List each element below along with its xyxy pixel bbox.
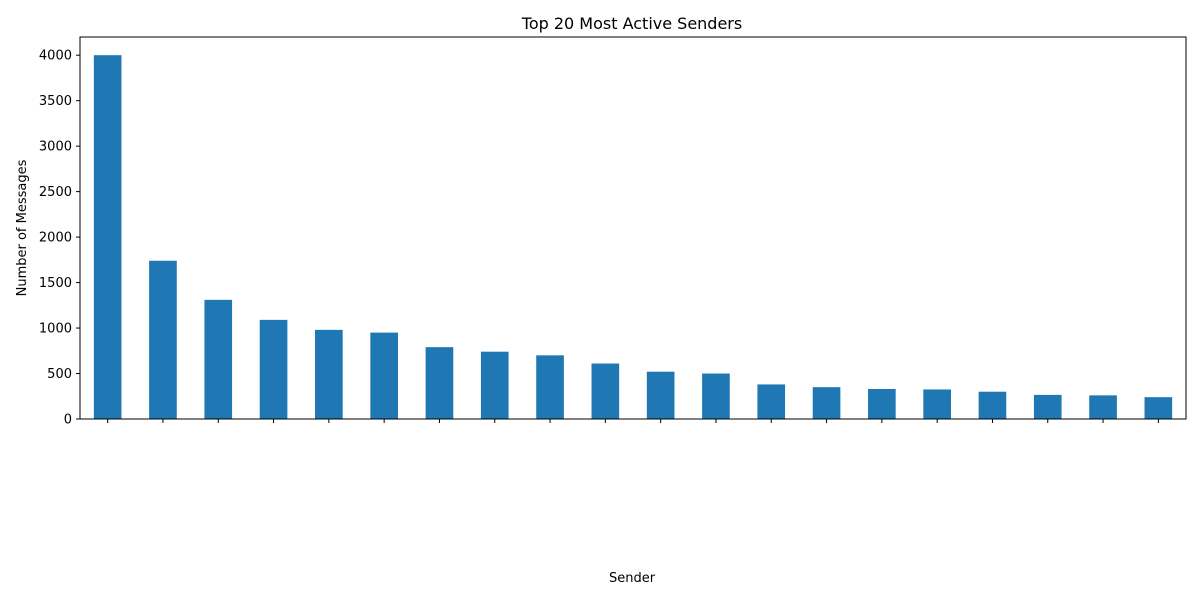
- bar-7: [425, 347, 454, 419]
- bar-8: [480, 351, 509, 419]
- y-tick-label-6: 3000: [39, 140, 72, 155]
- bars-group: [93, 55, 1173, 419]
- bar-9: [536, 355, 564, 419]
- bar-10: [591, 363, 620, 419]
- y-tick-label-0: 0: [64, 413, 72, 428]
- y-tick-label-5: 2500: [39, 185, 72, 200]
- bar-20: [1144, 397, 1173, 419]
- bar-19: [1089, 395, 1117, 419]
- bar-18: [1033, 394, 1062, 419]
- bar-12: [702, 373, 730, 419]
- bar-15: [868, 388, 896, 419]
- bar-4: [259, 319, 288, 419]
- y-tick-label-7: 3500: [39, 94, 72, 109]
- bar-1: [93, 55, 122, 419]
- y-tick-label-4: 2000: [39, 231, 72, 246]
- bar-3: [204, 299, 233, 419]
- y-axis-label: Number of Messages: [15, 159, 30, 296]
- chart-title: Top 20 Most Active Senders: [521, 14, 742, 33]
- bar-14: [812, 387, 841, 419]
- bar-6: [370, 332, 398, 419]
- y-axis: 0 500 1000 1500 2000 2500 3000 3500 4000: [39, 49, 80, 428]
- y-tick-label-3: 1500: [39, 276, 72, 291]
- bar-13: [757, 384, 786, 419]
- y-tick-label-8: 4000: [39, 49, 72, 64]
- x-axis-label: Sender: [609, 571, 656, 586]
- plot-frame: [79, 36, 1187, 420]
- bar-16: [923, 389, 951, 419]
- bar-11: [646, 371, 675, 419]
- x-axis: [107, 419, 1159, 423]
- bar-5: [315, 329, 343, 419]
- y-tick-label-1: 500: [47, 367, 72, 382]
- y-tick-label-2: 1000: [39, 322, 72, 337]
- bar-2: [149, 260, 177, 419]
- bar-17: [978, 391, 1007, 419]
